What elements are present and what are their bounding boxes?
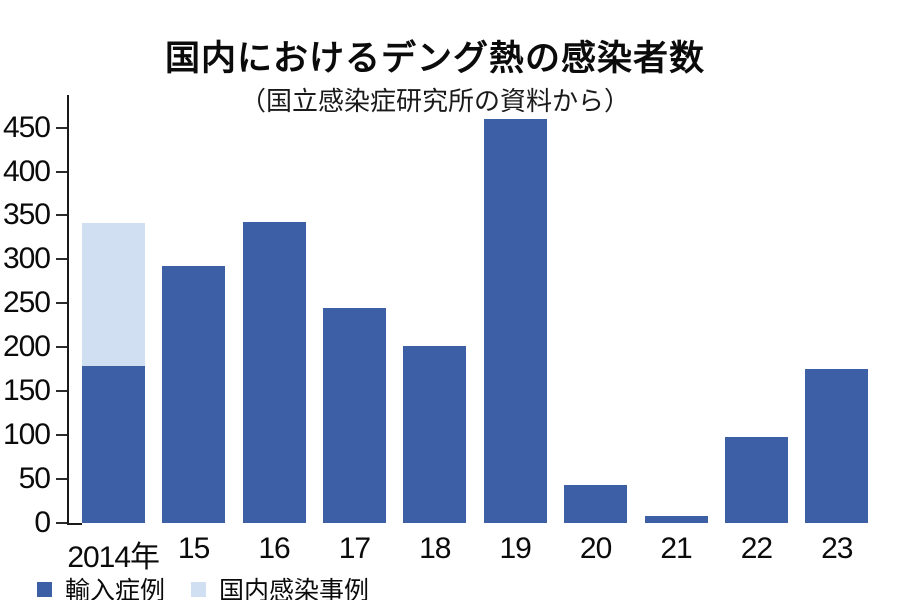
- y-tick-label: 200: [2, 330, 51, 364]
- y-tick-mark: [56, 302, 67, 305]
- x-axis-label: 20: [579, 532, 612, 565]
- y-tick-mark: [56, 214, 67, 217]
- legend-label-domestic: 国内感染事例: [219, 577, 370, 600]
- bar-imported-8: [724, 436, 788, 523]
- y-tick-mark: [56, 390, 67, 393]
- bar-imported-5: [483, 118, 547, 523]
- y-tick-mark: [56, 478, 67, 481]
- legend-item-imported: 輸入症例: [37, 571, 165, 600]
- y-tick-mark: [56, 258, 67, 261]
- bar-imported-7: [644, 515, 708, 523]
- x-axis-label: 16: [258, 532, 290, 565]
- y-tick-label: 250: [2, 286, 51, 320]
- legend: 輸入症例 国内感染事例: [37, 571, 369, 600]
- y-tick-label: 450: [2, 110, 51, 144]
- legend-swatch-domestic: [191, 581, 207, 597]
- y-tick-mark: [56, 434, 67, 437]
- chart-title: 国内におけるデング熱の感染者数: [164, 39, 705, 78]
- bar-imported-3: [322, 307, 386, 523]
- y-tick-label: 150: [2, 374, 51, 408]
- bar-imported-0: [81, 365, 145, 523]
- x-axis-label: 15: [177, 532, 210, 565]
- y-axis-line: [67, 95, 69, 525]
- y-tick-label: 300: [2, 242, 51, 276]
- chart-subtitle: （国立感染症研究所の資料から）: [239, 86, 630, 116]
- x-axis-label: 18: [419, 532, 451, 565]
- y-tick-label: 50: [18, 462, 51, 496]
- x-axis-label: 21: [660, 532, 692, 565]
- x-axis-label: 22: [740, 532, 773, 565]
- legend-label-imported: 輸入症例: [65, 577, 166, 600]
- y-tick-mark: [56, 522, 67, 524]
- y-tick-label: 400: [2, 154, 51, 188]
- x-axis-label: 23: [821, 532, 853, 565]
- y-tick-mark: [56, 346, 67, 349]
- legend-item-domestic: 国内感染事例: [191, 571, 369, 600]
- y-tick-label: 350: [2, 198, 51, 232]
- bar-imported-9: [805, 369, 869, 523]
- bar-domestic-0: [81, 223, 145, 366]
- x-axis-label: 2014年: [67, 541, 160, 574]
- y-tick-mark: [56, 126, 67, 129]
- bar-imported-1: [162, 266, 226, 523]
- y-tick-label: 0: [34, 506, 51, 539]
- bar-imported-2: [242, 221, 306, 523]
- y-tick-mark: [56, 170, 67, 173]
- x-axis-label: 17: [338, 532, 371, 565]
- bar-imported-6: [564, 485, 628, 523]
- x-axis-line: [67, 523, 82, 525]
- legend-swatch-imported: [37, 581, 52, 597]
- bar-imported-4: [403, 346, 467, 523]
- y-tick-label: 100: [2, 418, 51, 452]
- x-axis-label: 19: [499, 532, 532, 565]
